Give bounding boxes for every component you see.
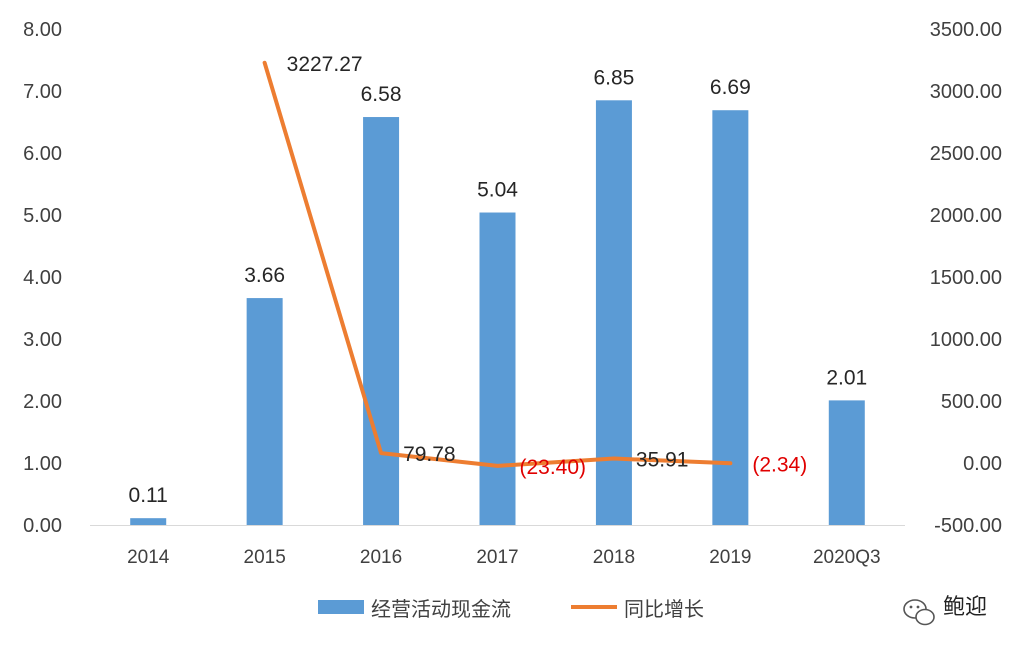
- bar: [479, 212, 516, 525]
- left-axis-ticks: 0.00 1.00 2.00 3.00 4.00 5.00 6.00 7.00 8.00: [23, 19, 62, 537]
- left-tick-label: 2.00: [23, 391, 62, 413]
- bar-data-label: 6.85: [593, 66, 634, 89]
- x-tick-label: 2020Q3: [813, 547, 881, 568]
- left-tick-label: 5.00: [23, 205, 62, 227]
- line-series: [262, 60, 733, 468]
- bar-data-label: 3.66: [244, 264, 285, 287]
- right-tick-label: 3500.00: [930, 19, 1002, 41]
- bar-data-label: 6.58: [361, 83, 402, 106]
- bar-data-labels: 0.11 3.66 6.58 5.04 6.85 6.69 2.01: [129, 66, 868, 507]
- right-tick-label: 1500.00: [930, 267, 1002, 289]
- bar-data-label: 6.69: [710, 76, 751, 99]
- x-tick-label: 2016: [360, 547, 402, 568]
- right-tick-label: 0.00: [963, 453, 1002, 475]
- left-tick-label: 7.00: [23, 81, 62, 103]
- left-tick-label: 6.00: [23, 143, 62, 165]
- legend-label-bar: 经营活动现金流: [371, 597, 511, 621]
- left-tick-label: 8.00: [23, 19, 62, 41]
- bar: [595, 100, 632, 526]
- bar-data-label: 0.11: [129, 484, 168, 507]
- bar: [363, 117, 400, 525]
- bar: [712, 110, 749, 525]
- line-data-label: 35.91: [636, 449, 689, 472]
- bar-series: [130, 100, 865, 526]
- legend: 经营活动现金流 同比增长: [318, 597, 704, 621]
- watermark-text: 鲍迎: [943, 595, 987, 620]
- x-tick-label: 2018: [593, 547, 635, 568]
- line-data-labels: 3227.27 79.78 (23.40) 35.91 (2.34): [287, 53, 808, 479]
- watermark: 鲍迎: [903, 595, 987, 626]
- line-data-label: (23.40): [520, 456, 587, 479]
- left-tick-label: 3.00: [23, 329, 62, 351]
- growth-line: [262, 60, 733, 468]
- line-data-label: 3227.27: [287, 53, 363, 76]
- left-tick-label: 1.00: [23, 453, 62, 475]
- line-data-label: (2.34): [752, 453, 807, 476]
- bar-data-label: 5.04: [477, 179, 518, 202]
- bar: [246, 298, 283, 525]
- x-axis-ticks: 2014 2015 2016 2017 2018 2019 2020Q3: [127, 547, 881, 568]
- right-tick-label: -500.00: [934, 515, 1002, 537]
- x-tick-label: 2014: [127, 547, 170, 568]
- bar: [130, 518, 167, 525]
- line-data-label: 79.78: [403, 443, 456, 466]
- bar: [828, 400, 865, 525]
- x-tick-label: 2019: [709, 547, 751, 568]
- bar-data-label: 2.01: [826, 366, 867, 389]
- x-tick-label: 2017: [476, 547, 518, 568]
- wechat-icon: [903, 599, 935, 626]
- legend-swatch-bar: [318, 600, 364, 614]
- right-tick-label: 1000.00: [930, 329, 1002, 351]
- right-tick-label: 2000.00: [930, 205, 1002, 227]
- right-tick-label: 500.00: [941, 391, 1002, 413]
- right-tick-label: 3000.00: [930, 81, 1002, 103]
- legend-label-line: 同比增长: [624, 597, 704, 621]
- right-tick-label: 2500.00: [930, 143, 1002, 165]
- right-axis-ticks: -500.00 0.00 500.00 1000.00 1500.00 2000.00 25…: [930, 19, 1002, 537]
- x-tick-label: 2015: [244, 547, 286, 568]
- left-tick-label: 0.00: [23, 515, 62, 537]
- left-tick-label: 4.00: [23, 267, 62, 289]
